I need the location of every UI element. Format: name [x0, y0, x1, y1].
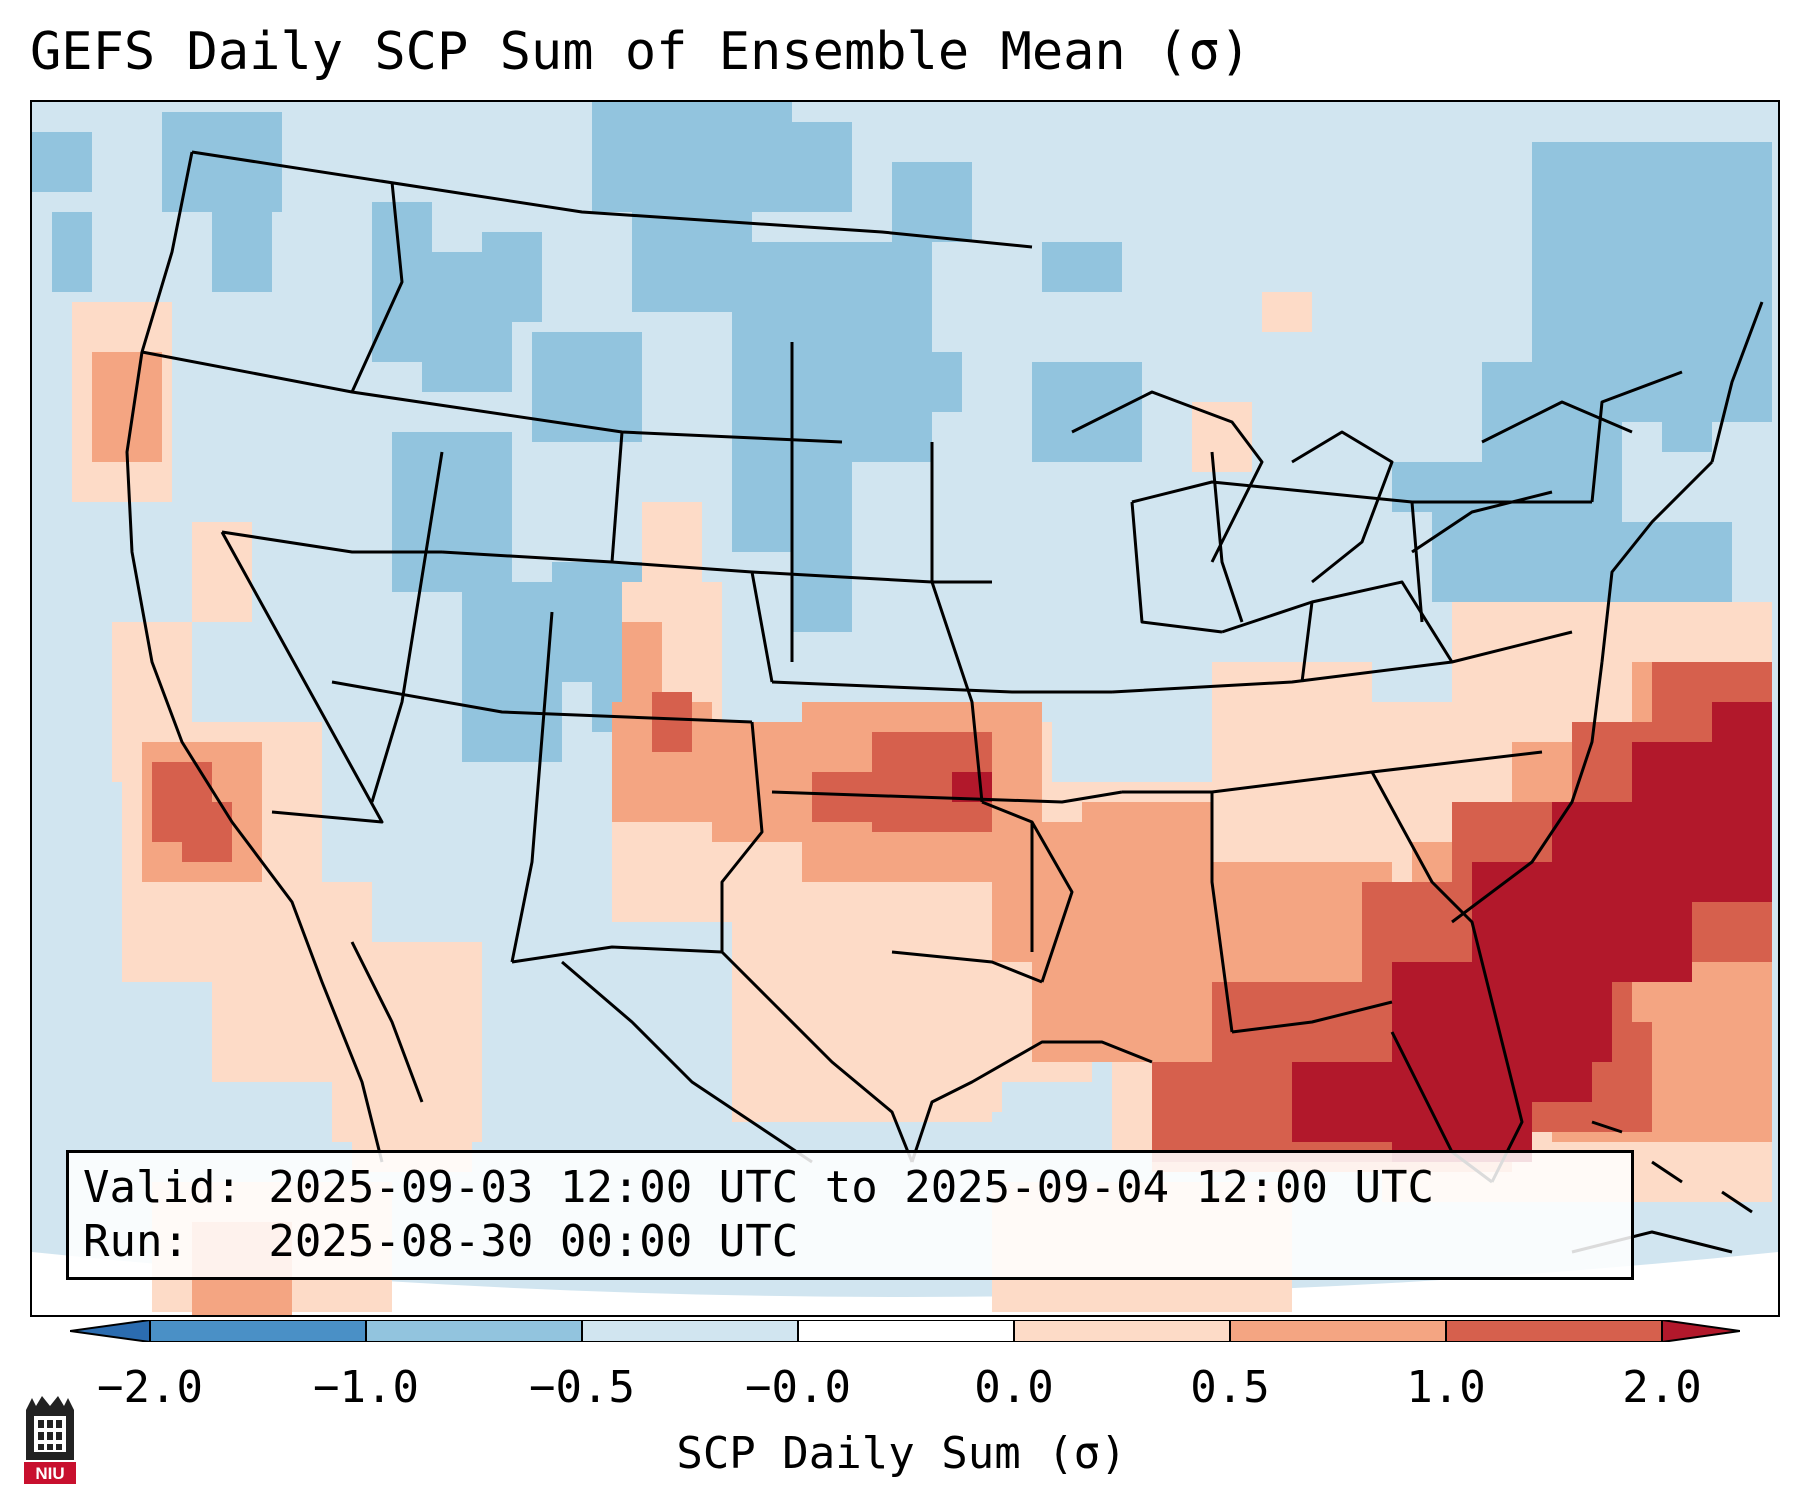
colorbar-segment-1	[150, 1320, 366, 1342]
map-panel	[30, 100, 1780, 1317]
valid-run-info-box: Valid: 2025-09-03 12:00 UTC to 2025-09-0…	[66, 1150, 1634, 1280]
colorbar-tick-label: −1.0	[313, 1362, 419, 1413]
colorbar-segment-2	[366, 1320, 582, 1342]
negative-anomaly-areas	[32, 102, 1772, 762]
colorbar-extend-high	[1662, 1320, 1740, 1342]
colorbar-segment-4	[798, 1320, 1014, 1342]
niu-logo: NIU	[24, 1396, 76, 1484]
colorbar-extend-low	[70, 1320, 150, 1342]
valid-time-line: Valid: 2025-09-03 12:00 UTC to 2025-09-0…	[83, 1162, 1435, 1213]
run-time-line: Run: 2025-08-30 00:00 UTC	[83, 1216, 799, 1267]
university-tower-icon	[26, 1396, 74, 1460]
us-canada-border	[191, 150, 1033, 249]
very-strong-positive-areas	[952, 702, 1772, 1162]
colorbar-tick-label: 2.0	[1622, 1362, 1702, 1413]
colorbar-ticks	[149, 1320, 1663, 1342]
colorbar-tick-label: 0.5	[1190, 1362, 1270, 1413]
colorbar-segment-3	[582, 1320, 798, 1342]
colorbar-label: SCP Daily Sum (σ)	[676, 1428, 1127, 1479]
logo-text: NIU	[35, 1464, 64, 1483]
boundaries	[125, 150, 1764, 1254]
colorbar	[70, 1320, 1740, 1342]
colorbar-tick-label: 1.0	[1406, 1362, 1486, 1413]
logo-banner	[24, 1462, 76, 1484]
colorbar-segment-7	[1446, 1320, 1662, 1342]
colorbar-segment-5	[1014, 1320, 1230, 1342]
projection-edge	[32, 1252, 1778, 1315]
colorbar-tick-label: −0.5	[529, 1362, 635, 1413]
scp-map-svg	[32, 102, 1778, 1315]
map-title: GEFS Daily SCP Sum of Ensemble Mean (σ)	[30, 22, 1251, 82]
colorbar-tick-label: −0.0	[745, 1362, 851, 1413]
colorbar-tick-label: −2.0	[97, 1362, 203, 1413]
colorbar-segment-6	[1230, 1320, 1446, 1342]
colorbar-tick-label: 0.0	[974, 1362, 1054, 1413]
